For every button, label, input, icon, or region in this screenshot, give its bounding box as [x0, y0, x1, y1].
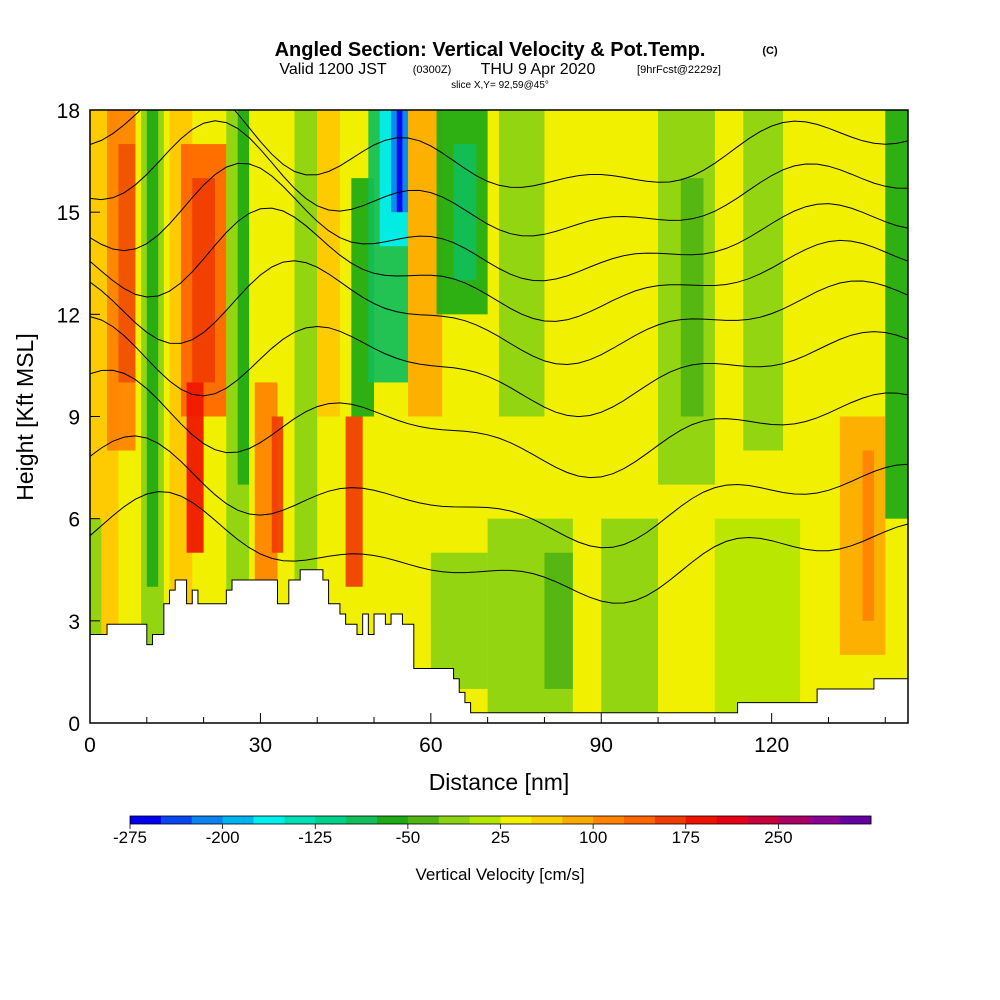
colorbar-tick-label: -125	[298, 828, 332, 847]
colorbar-swatch	[840, 816, 872, 824]
colorbar-swatch	[130, 816, 162, 824]
velocity-plume	[544, 552, 573, 689]
colorbar-tick-label: -50	[396, 828, 421, 847]
colorbar-swatch	[160, 816, 193, 824]
y-axis: 0 3 6 9 12 15 18	[57, 100, 100, 736]
velocity-plume	[453, 144, 477, 281]
colorbar-swatch	[809, 816, 841, 824]
theta-isoline	[90, 207, 908, 322]
chart-title: Angled Section: Vertical Velocity & Pot.…	[275, 39, 706, 61]
velocity-plume	[186, 382, 204, 553]
velocity-plume	[271, 416, 284, 553]
colorbar-swatch	[778, 816, 810, 824]
potential-temperature-contours	[90, 110, 908, 604]
colorbar-ticks: -275 -200 -125 -50 25 100 175 250	[113, 824, 793, 847]
colorbar-swatch	[624, 816, 656, 824]
velocity-plume	[743, 110, 784, 451]
colorbar-tick-label: 250	[764, 828, 792, 847]
x-tick-label: 90	[590, 734, 613, 757]
theta-isoline	[90, 260, 908, 366]
colorbar-tick-label: 175	[672, 828, 700, 847]
colorbar-swatch	[654, 816, 687, 824]
theta-isoline	[90, 120, 908, 237]
velocity-plume	[118, 144, 136, 383]
x-tick-label: 120	[754, 734, 789, 757]
y-tick-label: 0	[68, 713, 80, 736]
valid-time: Valid 1200 JST	[279, 61, 387, 78]
colorbar-tick-label: 25	[491, 828, 510, 847]
colorbar-swatch	[407, 816, 440, 824]
colorbar-swatch	[747, 816, 779, 824]
theta-isoline	[90, 491, 908, 604]
velocity-plume	[237, 110, 250, 485]
velocity-plume	[680, 178, 704, 417]
velocity-plume	[714, 518, 801, 723]
x-tick-label: 0	[84, 734, 96, 757]
colorbar-tick-label: 100	[579, 828, 607, 847]
colorbar-swatch	[253, 816, 285, 824]
colorbar-swatch	[469, 816, 501, 824]
y-tick-label: 6	[68, 509, 80, 532]
theta-isoline	[90, 316, 908, 418]
velocity-plume	[862, 450, 874, 621]
colorbar-swatch	[346, 816, 378, 824]
velocity-plume	[146, 110, 159, 587]
velocity-plume	[192, 178, 215, 383]
chart-title-units: (C)	[762, 45, 778, 57]
colorbar-tick-label: -200	[206, 828, 240, 847]
velocity-plume	[317, 110, 340, 417]
velocity-plume	[430, 552, 488, 689]
terrain-mask	[90, 569, 908, 723]
velocity-plume	[396, 110, 403, 213]
colorbar-swatch	[716, 816, 748, 824]
theta-isoline	[90, 435, 908, 549]
y-tick-label: 12	[57, 304, 80, 327]
plot-area	[90, 110, 908, 723]
y-tick-label: 15	[57, 202, 80, 225]
velocity-plume	[499, 110, 545, 417]
theta-isoline	[90, 110, 908, 188]
vertical-velocity-field	[90, 110, 908, 723]
x-tick-label: 60	[419, 734, 442, 757]
y-tick-label: 3	[68, 611, 80, 634]
x-axis: 0 30 60 90 120	[84, 713, 886, 757]
slice-info: slice X,Y= 92,59@45°	[451, 80, 549, 91]
velocity-plume	[601, 518, 659, 723]
valid-utc: (0300Z)	[413, 64, 452, 76]
valid-date: THU 9 Apr 2020	[481, 61, 596, 78]
y-tick-label: 9	[68, 407, 80, 430]
colorbar-swatch	[222, 816, 254, 824]
colorbar-swatch	[377, 816, 409, 824]
colorbar-swatch	[284, 816, 316, 824]
y-axis-label: Height [Kft MSL]	[12, 333, 38, 500]
colorbar	[129, 815, 872, 825]
colorbar-swatch	[500, 816, 532, 824]
x-tick-label: 30	[249, 734, 272, 757]
velocity-plume	[345, 416, 363, 587]
colorbar-swatch	[562, 816, 594, 824]
x-axis-label: Distance [nm]	[429, 769, 570, 795]
colorbar-swatch	[191, 816, 224, 824]
theta-isoline	[90, 369, 908, 479]
y-tick-label: 18	[57, 100, 80, 123]
colorbar-label: Vertical Velocity [cm/s]	[415, 865, 584, 884]
colorbar-swatch	[315, 816, 347, 824]
colorbar-swatch	[531, 816, 563, 824]
colorbar-swatch	[438, 816, 471, 824]
velocity-plume	[90, 518, 102, 655]
theta-isoline	[90, 162, 908, 282]
colorbar-tick-label: -275	[113, 828, 147, 847]
colorbar-swatch	[593, 816, 625, 824]
velocity-plume	[885, 110, 908, 519]
colorbar-swatch	[685, 816, 718, 824]
forecast-tag: [9hrFcst@2229z]	[637, 64, 721, 76]
